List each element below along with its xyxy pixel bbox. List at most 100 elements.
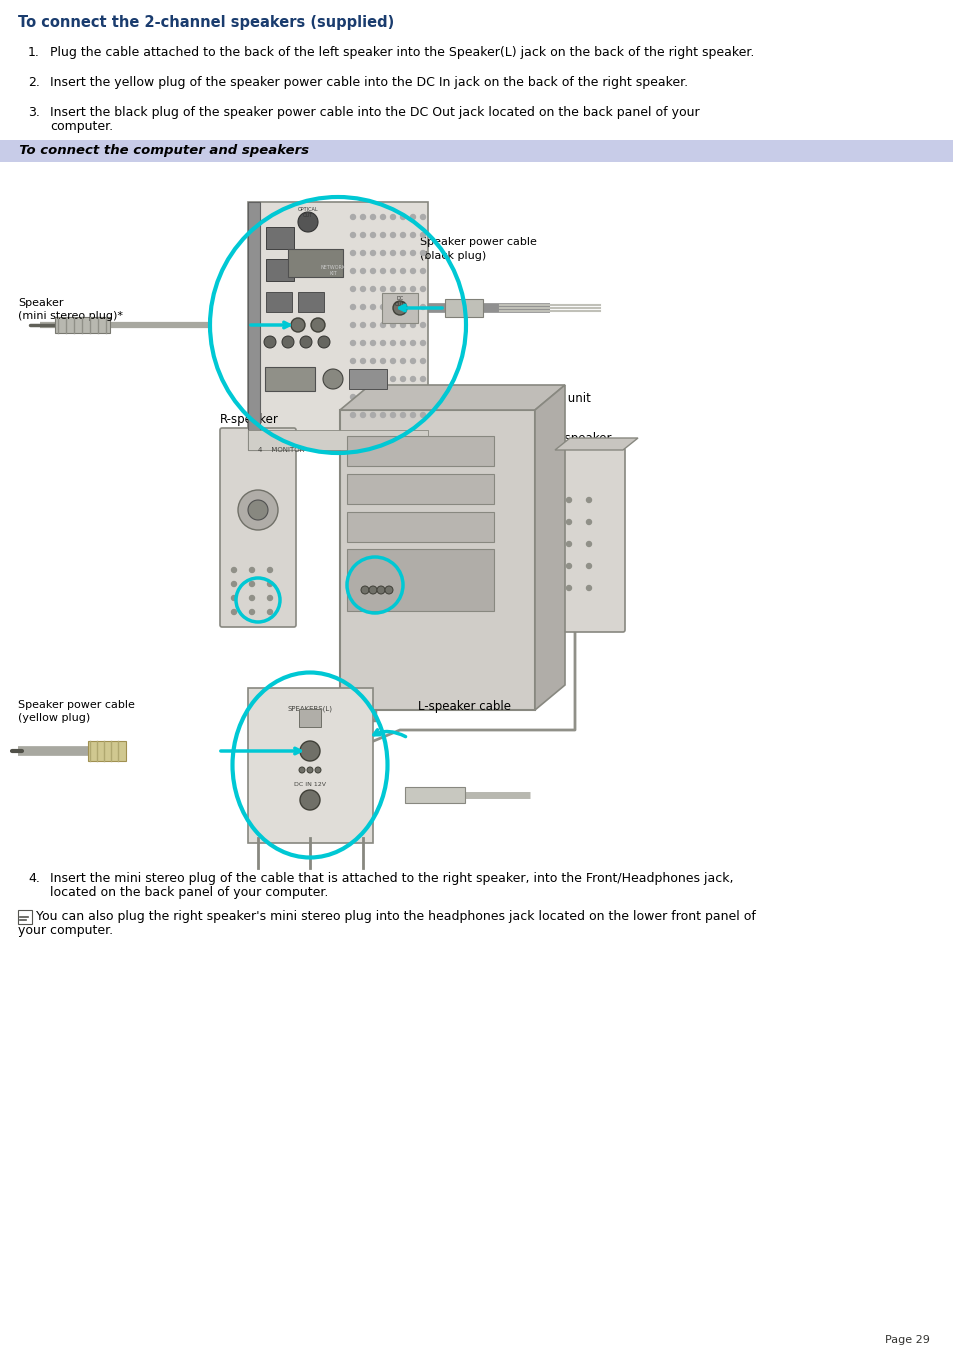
Text: Page 29: Page 29 bbox=[884, 1335, 929, 1346]
FancyBboxPatch shape bbox=[339, 409, 535, 711]
Circle shape bbox=[420, 377, 425, 381]
Text: located on the back panel of your computer.: located on the back panel of your comput… bbox=[50, 886, 328, 898]
Bar bbox=[248, 430, 428, 450]
Circle shape bbox=[350, 358, 355, 363]
Text: System unit: System unit bbox=[519, 392, 590, 405]
Text: 2.: 2. bbox=[28, 76, 40, 89]
Circle shape bbox=[400, 304, 405, 309]
Circle shape bbox=[314, 767, 320, 773]
Text: Plug the cable attached to the back of the left speaker into the Speaker(L) jack: Plug the cable attached to the back of t… bbox=[50, 46, 754, 59]
Circle shape bbox=[267, 581, 273, 586]
Circle shape bbox=[360, 215, 365, 219]
FancyBboxPatch shape bbox=[265, 367, 314, 390]
Circle shape bbox=[267, 567, 273, 573]
FancyBboxPatch shape bbox=[298, 709, 320, 727]
Circle shape bbox=[369, 586, 376, 594]
Circle shape bbox=[410, 394, 416, 400]
Circle shape bbox=[350, 377, 355, 381]
FancyBboxPatch shape bbox=[220, 428, 295, 627]
Circle shape bbox=[420, 323, 425, 327]
Circle shape bbox=[360, 232, 365, 238]
FancyBboxPatch shape bbox=[248, 688, 373, 843]
Circle shape bbox=[370, 250, 375, 255]
FancyBboxPatch shape bbox=[248, 203, 428, 450]
Circle shape bbox=[586, 542, 591, 547]
Circle shape bbox=[376, 586, 385, 594]
Circle shape bbox=[400, 250, 405, 255]
Circle shape bbox=[586, 497, 591, 503]
Circle shape bbox=[586, 563, 591, 569]
Circle shape bbox=[360, 250, 365, 255]
FancyBboxPatch shape bbox=[88, 740, 126, 761]
Circle shape bbox=[299, 740, 319, 761]
Circle shape bbox=[350, 232, 355, 238]
Text: NETWORK
KIT: NETWORK KIT bbox=[320, 265, 345, 276]
Circle shape bbox=[390, 269, 395, 273]
Circle shape bbox=[390, 232, 395, 238]
Circle shape bbox=[420, 358, 425, 363]
Circle shape bbox=[400, 412, 405, 417]
Circle shape bbox=[420, 304, 425, 309]
Circle shape bbox=[370, 358, 375, 363]
Circle shape bbox=[380, 358, 385, 363]
Circle shape bbox=[311, 317, 325, 332]
Text: Speaker power cable: Speaker power cable bbox=[419, 236, 537, 247]
Circle shape bbox=[380, 250, 385, 255]
Circle shape bbox=[586, 585, 591, 590]
Circle shape bbox=[566, 563, 571, 569]
FancyBboxPatch shape bbox=[381, 293, 417, 323]
FancyBboxPatch shape bbox=[288, 249, 343, 277]
Circle shape bbox=[390, 358, 395, 363]
Circle shape bbox=[420, 394, 425, 400]
Circle shape bbox=[370, 304, 375, 309]
FancyBboxPatch shape bbox=[266, 227, 294, 249]
Circle shape bbox=[390, 340, 395, 346]
Text: Insert the yellow plug of the speaker power cable into the DC In jack on the bac: Insert the yellow plug of the speaker po… bbox=[50, 76, 687, 89]
Circle shape bbox=[390, 377, 395, 381]
Circle shape bbox=[420, 412, 425, 417]
Circle shape bbox=[350, 215, 355, 219]
Circle shape bbox=[360, 394, 365, 400]
Circle shape bbox=[370, 377, 375, 381]
Circle shape bbox=[360, 586, 369, 594]
Circle shape bbox=[566, 542, 571, 547]
Circle shape bbox=[232, 609, 236, 615]
Circle shape bbox=[400, 340, 405, 346]
Circle shape bbox=[400, 358, 405, 363]
Circle shape bbox=[232, 596, 236, 600]
Text: computer.: computer. bbox=[50, 120, 113, 132]
Circle shape bbox=[370, 323, 375, 327]
Circle shape bbox=[566, 520, 571, 524]
Circle shape bbox=[380, 412, 385, 417]
Circle shape bbox=[385, 586, 393, 594]
Text: Speaker power cable: Speaker power cable bbox=[18, 700, 134, 711]
Circle shape bbox=[380, 377, 385, 381]
Circle shape bbox=[420, 215, 425, 219]
Circle shape bbox=[370, 286, 375, 292]
FancyBboxPatch shape bbox=[349, 369, 387, 389]
FancyBboxPatch shape bbox=[55, 317, 110, 332]
Circle shape bbox=[350, 304, 355, 309]
Circle shape bbox=[317, 336, 330, 349]
Circle shape bbox=[390, 394, 395, 400]
Circle shape bbox=[400, 377, 405, 381]
Circle shape bbox=[360, 323, 365, 327]
Text: Speaker: Speaker bbox=[18, 299, 64, 308]
Circle shape bbox=[299, 790, 319, 811]
Text: your computer.: your computer. bbox=[18, 924, 113, 938]
Circle shape bbox=[420, 250, 425, 255]
Text: L-speaker: L-speaker bbox=[555, 432, 612, 444]
Circle shape bbox=[370, 215, 375, 219]
Circle shape bbox=[267, 596, 273, 600]
Circle shape bbox=[360, 269, 365, 273]
Circle shape bbox=[400, 286, 405, 292]
Text: L-speaker cable: L-speaker cable bbox=[417, 700, 511, 713]
FancyBboxPatch shape bbox=[266, 292, 292, 312]
Circle shape bbox=[264, 336, 275, 349]
Circle shape bbox=[390, 215, 395, 219]
Circle shape bbox=[350, 412, 355, 417]
Circle shape bbox=[400, 394, 405, 400]
Text: 4    MONITOR: 4 MONITOR bbox=[257, 447, 304, 453]
Bar bbox=[248, 203, 260, 450]
Circle shape bbox=[420, 232, 425, 238]
